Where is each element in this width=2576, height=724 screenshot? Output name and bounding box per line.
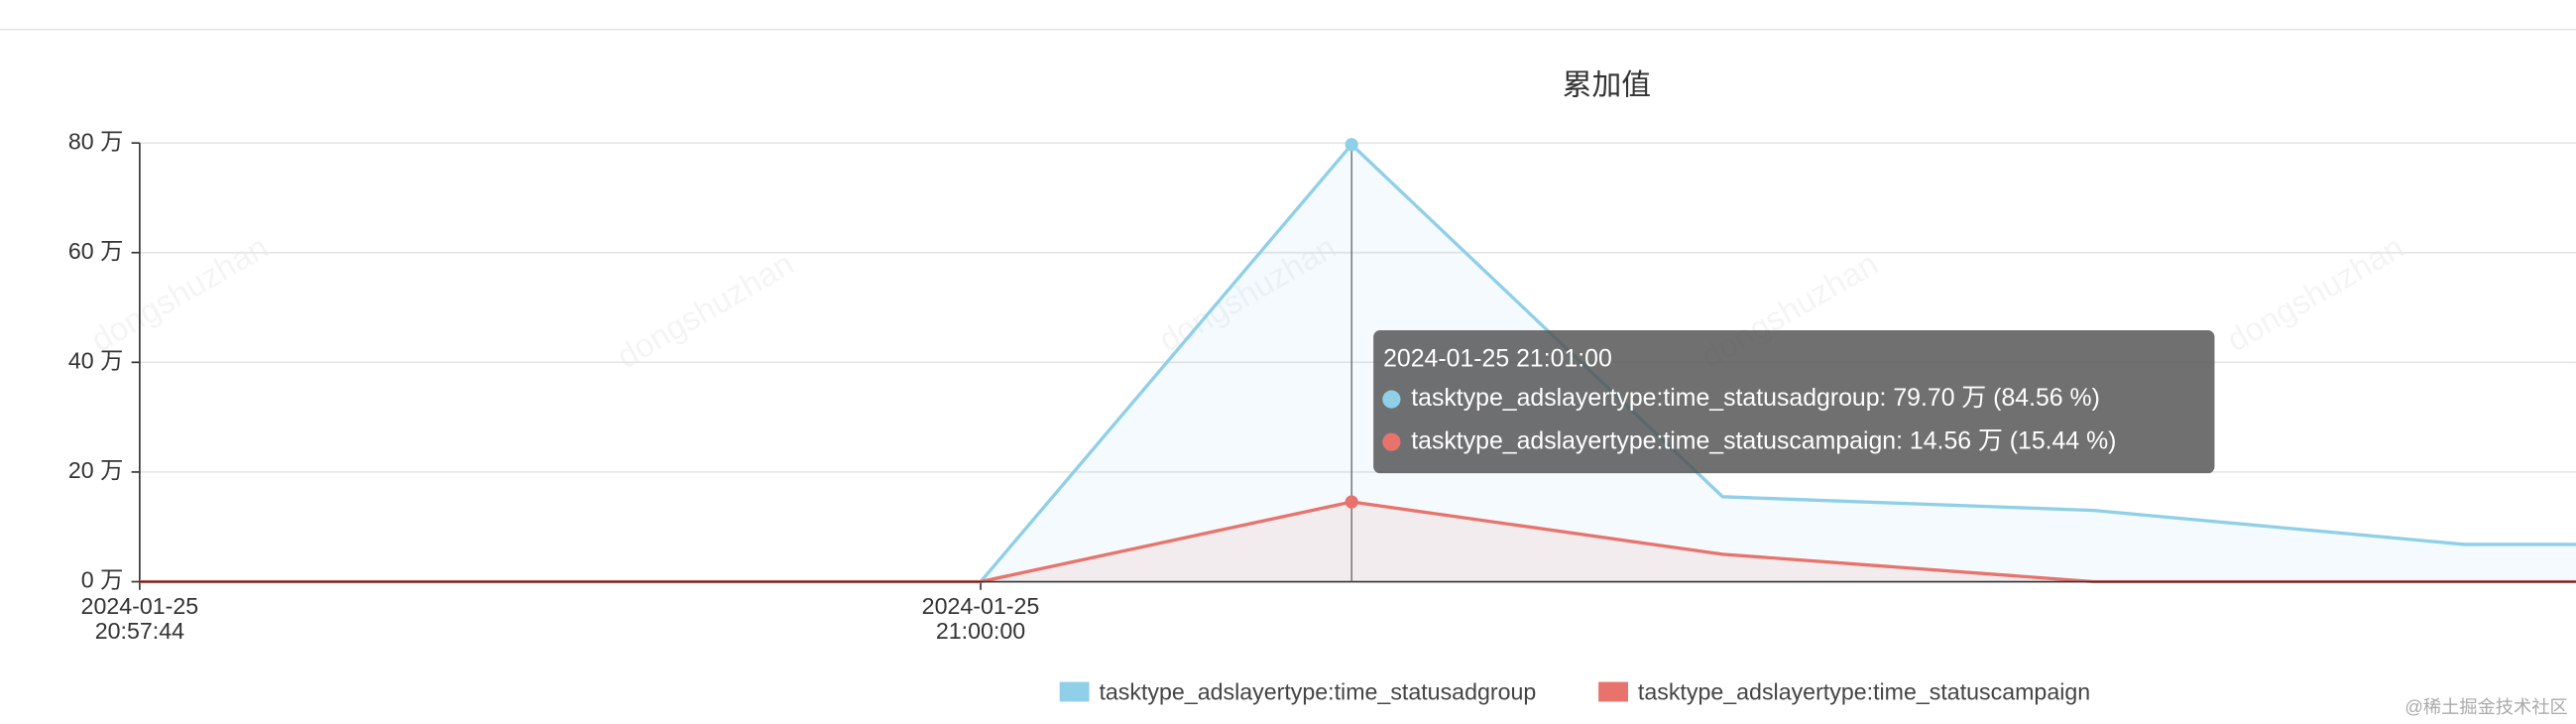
- y-tick-label: 60 万: [68, 238, 123, 264]
- chart-title: 累加值: [1563, 69, 1651, 102]
- y-tick-label: 20 万: [68, 457, 123, 483]
- legend-swatch: [1598, 681, 1628, 702]
- tooltip: 2024-01-25 21:01:00 tasktype_adslayertype…: [1373, 330, 2215, 474]
- tooltip-box: [1373, 330, 2215, 474]
- legend-swatch: [1059, 681, 1090, 702]
- tooltip-marker: [1382, 432, 1401, 451]
- y-tick-label: 40 万: [68, 347, 123, 373]
- point: [1345, 495, 1358, 509]
- y-tick-label: 0 万: [81, 567, 124, 593]
- area: [139, 144, 2576, 582]
- x-tick-label: 2024-01-25 21:00:00: [922, 593, 1040, 644]
- y-tick-label: 80 万: [68, 128, 123, 154]
- card: [0, 28, 2576, 724]
- credit: @稀土掘金技术社区: [2404, 697, 2567, 717]
- x-tick-label: 2024-01-25 20:57:44: [81, 593, 199, 644]
- tooltip-item: tasktype_adslayertype:time_statusadgroup…: [1411, 385, 2100, 412]
- area: [139, 502, 2576, 582]
- point: [1345, 138, 1358, 152]
- tooltip-marker: [1382, 390, 1401, 409]
- legend-label: tasktype_adslayertype:time_statusadgroup: [1099, 678, 1536, 704]
- tooltip-item: tasktype_adslayertype:time_statuscampaig…: [1411, 427, 2116, 454]
- tooltip-title: 2024-01-25 21:01:00: [1383, 345, 1612, 372]
- legend-label: tasktype_adslayertype:time_statuscampaig…: [1638, 678, 2090, 704]
